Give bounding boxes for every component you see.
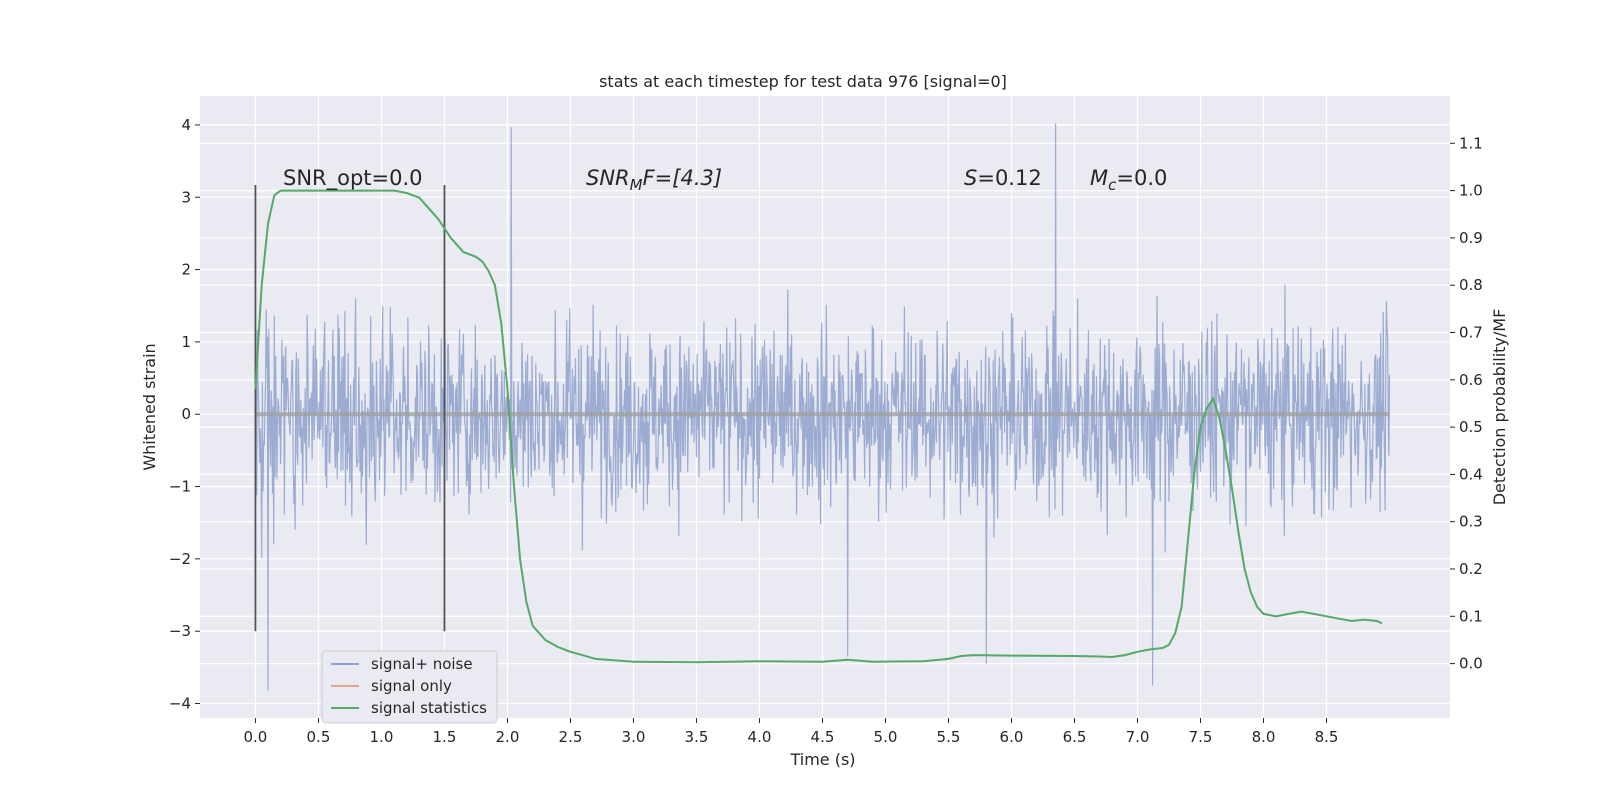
y-tick-label: 2 <box>181 261 191 279</box>
y-tick-label: 0 <box>181 405 191 423</box>
y-tick-label: 3 <box>181 188 191 206</box>
x-tick-label: 7.0 <box>1126 728 1150 746</box>
x-tick-label: 0.5 <box>307 728 331 746</box>
x-tick-label: 8.5 <box>1315 728 1339 746</box>
annotation-snr-mf: SNRMF=[4.3] <box>586 166 722 194</box>
y2-tick-label: 0.8 <box>1459 276 1483 294</box>
y2-tick-label: 0.2 <box>1459 560 1483 578</box>
x-tick-label: 2.0 <box>496 728 520 746</box>
legend-label-signal-only: signal only <box>371 677 452 695</box>
x-tick-label: 4.0 <box>748 728 772 746</box>
annotation-s-main: S <box>964 166 977 190</box>
x-axis-label: Time (s) <box>789 750 855 769</box>
y2-tick-label: 0.1 <box>1459 607 1483 625</box>
y2-tick-label: 1.1 <box>1459 134 1483 152</box>
y2-axis-ticks: 1.1 1.0 0.9 0.8 0.7 0.6 0.5 0.4 0.3 0.2 0.1 0.0 <box>1450 134 1483 673</box>
x-tick-label: 5.0 <box>874 728 898 746</box>
x-tick-label: 2.5 <box>559 728 583 746</box>
chart-title: stats at each timestep for test data 976… <box>599 72 1007 91</box>
annotation-snr-mf-sub: M <box>630 176 643 194</box>
legend-label-signal-noise: signal+ noise <box>371 655 473 673</box>
y2-tick-label: 0.9 <box>1459 229 1483 247</box>
x-tick-label: 1.0 <box>370 728 394 746</box>
x-tick-label: 3.0 <box>622 728 646 746</box>
y-tick-label: 4 <box>181 116 191 134</box>
x-tick-label: 8.0 <box>1252 728 1276 746</box>
y2-axis-label: Detection probability/MF <box>1490 309 1509 506</box>
x-tick-label: 4.5 <box>811 728 835 746</box>
y-axis-ticks: 4 3 2 1 0 −1 −2 −3 −4 <box>169 116 200 713</box>
y2-tick-label: 0.7 <box>1459 324 1483 342</box>
y2-tick-label: 0.3 <box>1459 513 1483 531</box>
legend-box <box>321 650 498 724</box>
annotation-snr-opt: SNR_opt=0.0 <box>283 166 423 191</box>
annotation-mc-rest: =0.0 <box>1116 166 1167 190</box>
y-axis-label: Whitened strain <box>140 343 159 470</box>
annotation-snr-mf-main: SNR <box>586 166 630 190</box>
y-tick-label: −2 <box>169 550 191 568</box>
annotation-mc-sub: c <box>1108 176 1117 194</box>
x-axis-ticks: 0.0 0.5 1.0 1.5 2.0 2.5 3.0 3.5 4.0 4.5 5.0 5.5 6.0 6… <box>244 718 1339 746</box>
y2-tick-label: 0.4 <box>1459 465 1483 483</box>
vertical-markers <box>254 184 446 632</box>
annotation-s: S=0.12 <box>964 166 1042 190</box>
y2-tick-label: 1.0 <box>1459 182 1483 200</box>
y-tick-label: −4 <box>169 695 191 713</box>
x-tick-label: 1.5 <box>433 728 457 746</box>
y2-tick-label: 0.6 <box>1459 371 1483 389</box>
x-tick-label: 0.0 <box>244 728 268 746</box>
annotation-mc: Mc=0.0 <box>1090 166 1167 194</box>
y-tick-label: −3 <box>169 622 191 640</box>
signal-statistics-line <box>254 189 1383 664</box>
x-tick-label: 3.5 <box>685 728 709 746</box>
y-tick-label: −1 <box>169 478 191 496</box>
legend: signal+ noise signal only signal statist… <box>321 650 498 724</box>
y2-tick-label: 0.5 <box>1459 418 1483 436</box>
legend-label-signal-statistics: signal statistics <box>371 699 487 717</box>
x-tick-label: 7.5 <box>1189 728 1213 746</box>
x-tick-label: 6.5 <box>1063 728 1087 746</box>
annotation-s-rest: =0.12 <box>977 166 1041 190</box>
x-tick-label: 5.5 <box>937 728 961 746</box>
y-tick-label: 1 <box>181 333 191 351</box>
x-tick-label: 6.0 <box>1000 728 1024 746</box>
annotation-mc-main: M <box>1090 166 1108 190</box>
annotation-snr-mf-rest: F=[4.3] <box>643 166 722 190</box>
y2-tick-label: 0.0 <box>1459 655 1483 673</box>
signal-statistics-series <box>254 189 1383 664</box>
